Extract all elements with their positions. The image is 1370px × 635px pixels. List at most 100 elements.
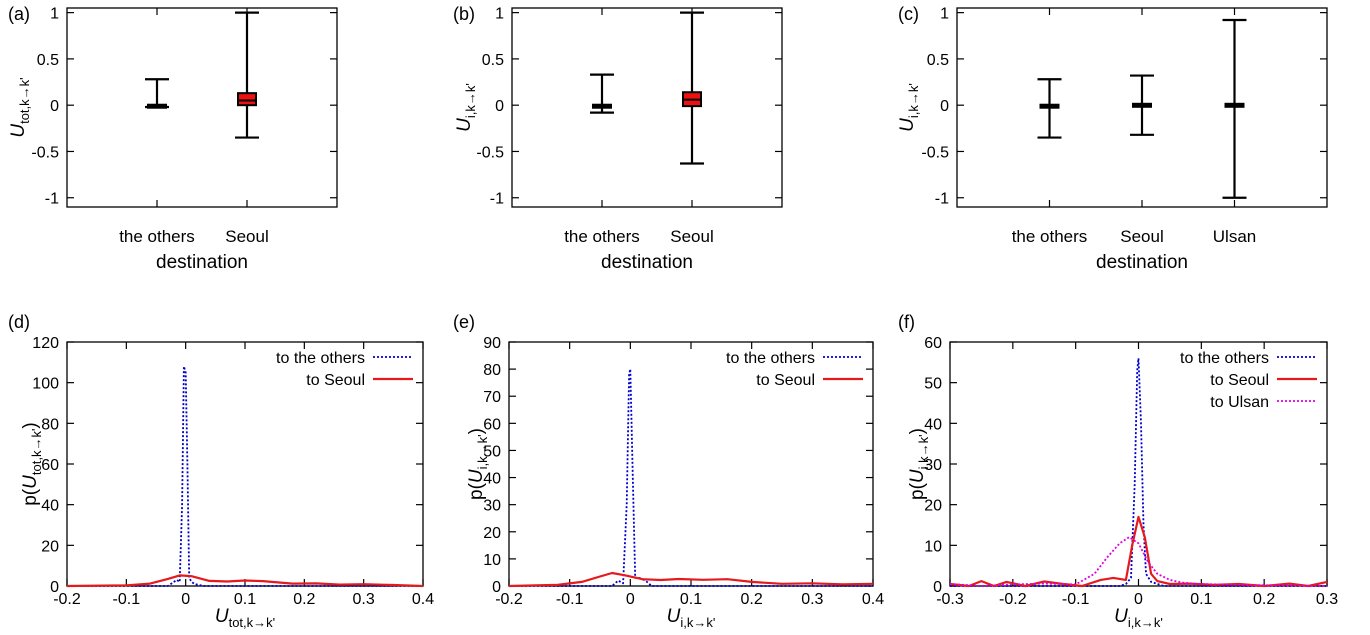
category-label: the others: [564, 227, 640, 246]
x-tick-label: -0.2: [53, 591, 81, 608]
x-axis-label: Ui,k→k': [667, 606, 716, 630]
x-tick-label: -0.2: [999, 591, 1027, 608]
y-tick-label: 0: [50, 579, 59, 596]
legend-label: to Ulsan: [1210, 394, 1269, 411]
x-tick-label: -0.2: [495, 591, 523, 608]
category-label: Ulsan: [1213, 227, 1256, 246]
box-the-others: [1037, 78, 1062, 139]
y-tick-label: 60: [483, 416, 501, 433]
y-label-prefix: p(: [466, 482, 487, 500]
y-tick-label: 0: [492, 579, 501, 596]
x-tick-label: 0.3: [353, 591, 375, 608]
label-variable: U: [907, 469, 928, 483]
y-tick-label: 20: [924, 498, 942, 515]
y-tick-label: 0.5: [37, 52, 59, 69]
x-tick-label: -0.1: [556, 591, 584, 608]
x-tick-label: 0: [626, 591, 635, 608]
x-tick-label: 0.4: [862, 591, 884, 608]
label-subscript: i,k→k': [475, 434, 490, 469]
legend-label: to Seoul: [1210, 372, 1269, 389]
y-tick-label: 40: [41, 498, 59, 515]
x-tick-label: 0.3: [801, 591, 823, 608]
y-label-prefix: p(: [20, 488, 41, 506]
y-tick-label: -1: [935, 191, 949, 208]
x-tick-label: -0.1: [1062, 591, 1090, 608]
y-tick-label: -0.5: [31, 144, 59, 161]
label-subscript: i,k→k': [906, 83, 921, 118]
x-axis-label: destination: [601, 252, 693, 273]
label-subscript: tot,k→k': [17, 77, 32, 124]
series-to-the-others: [67, 365, 423, 587]
panel-e: (e) 0 10 20 30 40 50 60 70 80 90 -0.2 -0.1 0 0.1 0.2 0.3…: [453, 312, 884, 630]
x-tick-label: 0.3: [1316, 591, 1338, 608]
y-label-suffix: ): [20, 422, 41, 428]
x-tick-label: 0.2: [741, 591, 763, 608]
series-to-seoul: [508, 571, 874, 588]
x-tick-label: 0.2: [293, 591, 315, 608]
panel-label: (a): [8, 4, 30, 24]
y-axis-label: p(Utot,k→k'): [20, 422, 44, 506]
y-tick-label: 1: [940, 6, 949, 23]
label-subscript: tot,k→k': [229, 615, 276, 630]
y-tick-label: 0: [933, 579, 942, 596]
category-label: the others: [119, 227, 195, 246]
panel-label: (b): [453, 4, 475, 24]
y-tick-label: 60: [41, 457, 59, 474]
x-axis-label: destination: [156, 252, 248, 273]
label-subscript: i,k→k': [916, 434, 931, 469]
x-tick-label: 0: [1134, 591, 1143, 608]
label-variable: U: [897, 118, 918, 132]
y-tick-label: 0.5: [927, 52, 949, 69]
x-tick-label: 0.1: [1190, 591, 1212, 608]
label-subscript: i,k→k': [680, 615, 715, 630]
plot-frame: [66, 7, 338, 208]
panel-c: (c) -1 -0.5 0 0.5 1 the others Seoul Ulsan Ui,k→k…: [897, 4, 1328, 273]
box-the-others: [590, 73, 614, 114]
panel-a: (a) -1 -0.5 0 0.5 1 the others Seoul Utot,k→k' de…: [8, 4, 338, 273]
y-tick-label: 1: [495, 6, 504, 23]
label-subscript: i,k→k': [463, 83, 478, 118]
y-tick-label: 0.5: [482, 52, 504, 69]
y-axis-label: p(Ui,k→k'): [907, 428, 931, 500]
y-tick-label: 80: [41, 416, 59, 433]
x-axis-label: destination: [1096, 252, 1188, 273]
legend-label: to the others: [1180, 350, 1269, 367]
box-ulsan: [1222, 18, 1247, 199]
label-variable: U: [8, 124, 29, 138]
panel-b: (b) -1 -0.5 0 0.5 1 the others Seoul Ui,k→k' dest…: [453, 4, 783, 273]
legend-label: to Seoul: [306, 372, 365, 389]
box-the-others: [145, 78, 169, 109]
y-label-suffix: ): [466, 428, 487, 434]
panel-label: (e): [453, 312, 475, 332]
label-variable: U: [454, 118, 475, 132]
y-tick-label: 50: [924, 376, 942, 393]
y-tick-label: 40: [483, 471, 501, 488]
y-tick-label: 50: [483, 443, 501, 460]
x-tick-label: 0.4: [412, 591, 434, 608]
label-variable: U: [466, 469, 487, 483]
label-variable: U: [1114, 606, 1128, 627]
legend-label: to Seoul: [756, 372, 815, 389]
x-axis-label: Utot,k→k': [215, 606, 275, 630]
y-tick-label: 20: [41, 538, 59, 555]
label-variable: U: [667, 606, 681, 627]
y-axis-label: Utot,k→k': [8, 77, 32, 137]
y-tick-label: 0: [50, 98, 59, 115]
y-tick-label: 10: [924, 538, 942, 555]
x-axis-label-text: destination: [1096, 252, 1188, 273]
x-tick-label: 0.1: [680, 591, 702, 608]
box-seoul: [235, 11, 259, 139]
y-label-prefix: p(: [907, 482, 928, 500]
x-tick-label: 0.2: [1253, 591, 1275, 608]
legend-label: to the others: [276, 350, 365, 367]
y-tick-label: 90: [483, 335, 501, 352]
category-label: the others: [1012, 227, 1088, 246]
plot-frame: [66, 341, 424, 587]
x-tick-label: -0.3: [936, 591, 964, 608]
y-tick-label: 80: [483, 362, 501, 379]
panel-label: (f): [898, 312, 915, 332]
y-tick-label: 60: [924, 335, 942, 352]
box-seoul: [1130, 74, 1154, 136]
category-label: Seoul: [1120, 227, 1163, 246]
